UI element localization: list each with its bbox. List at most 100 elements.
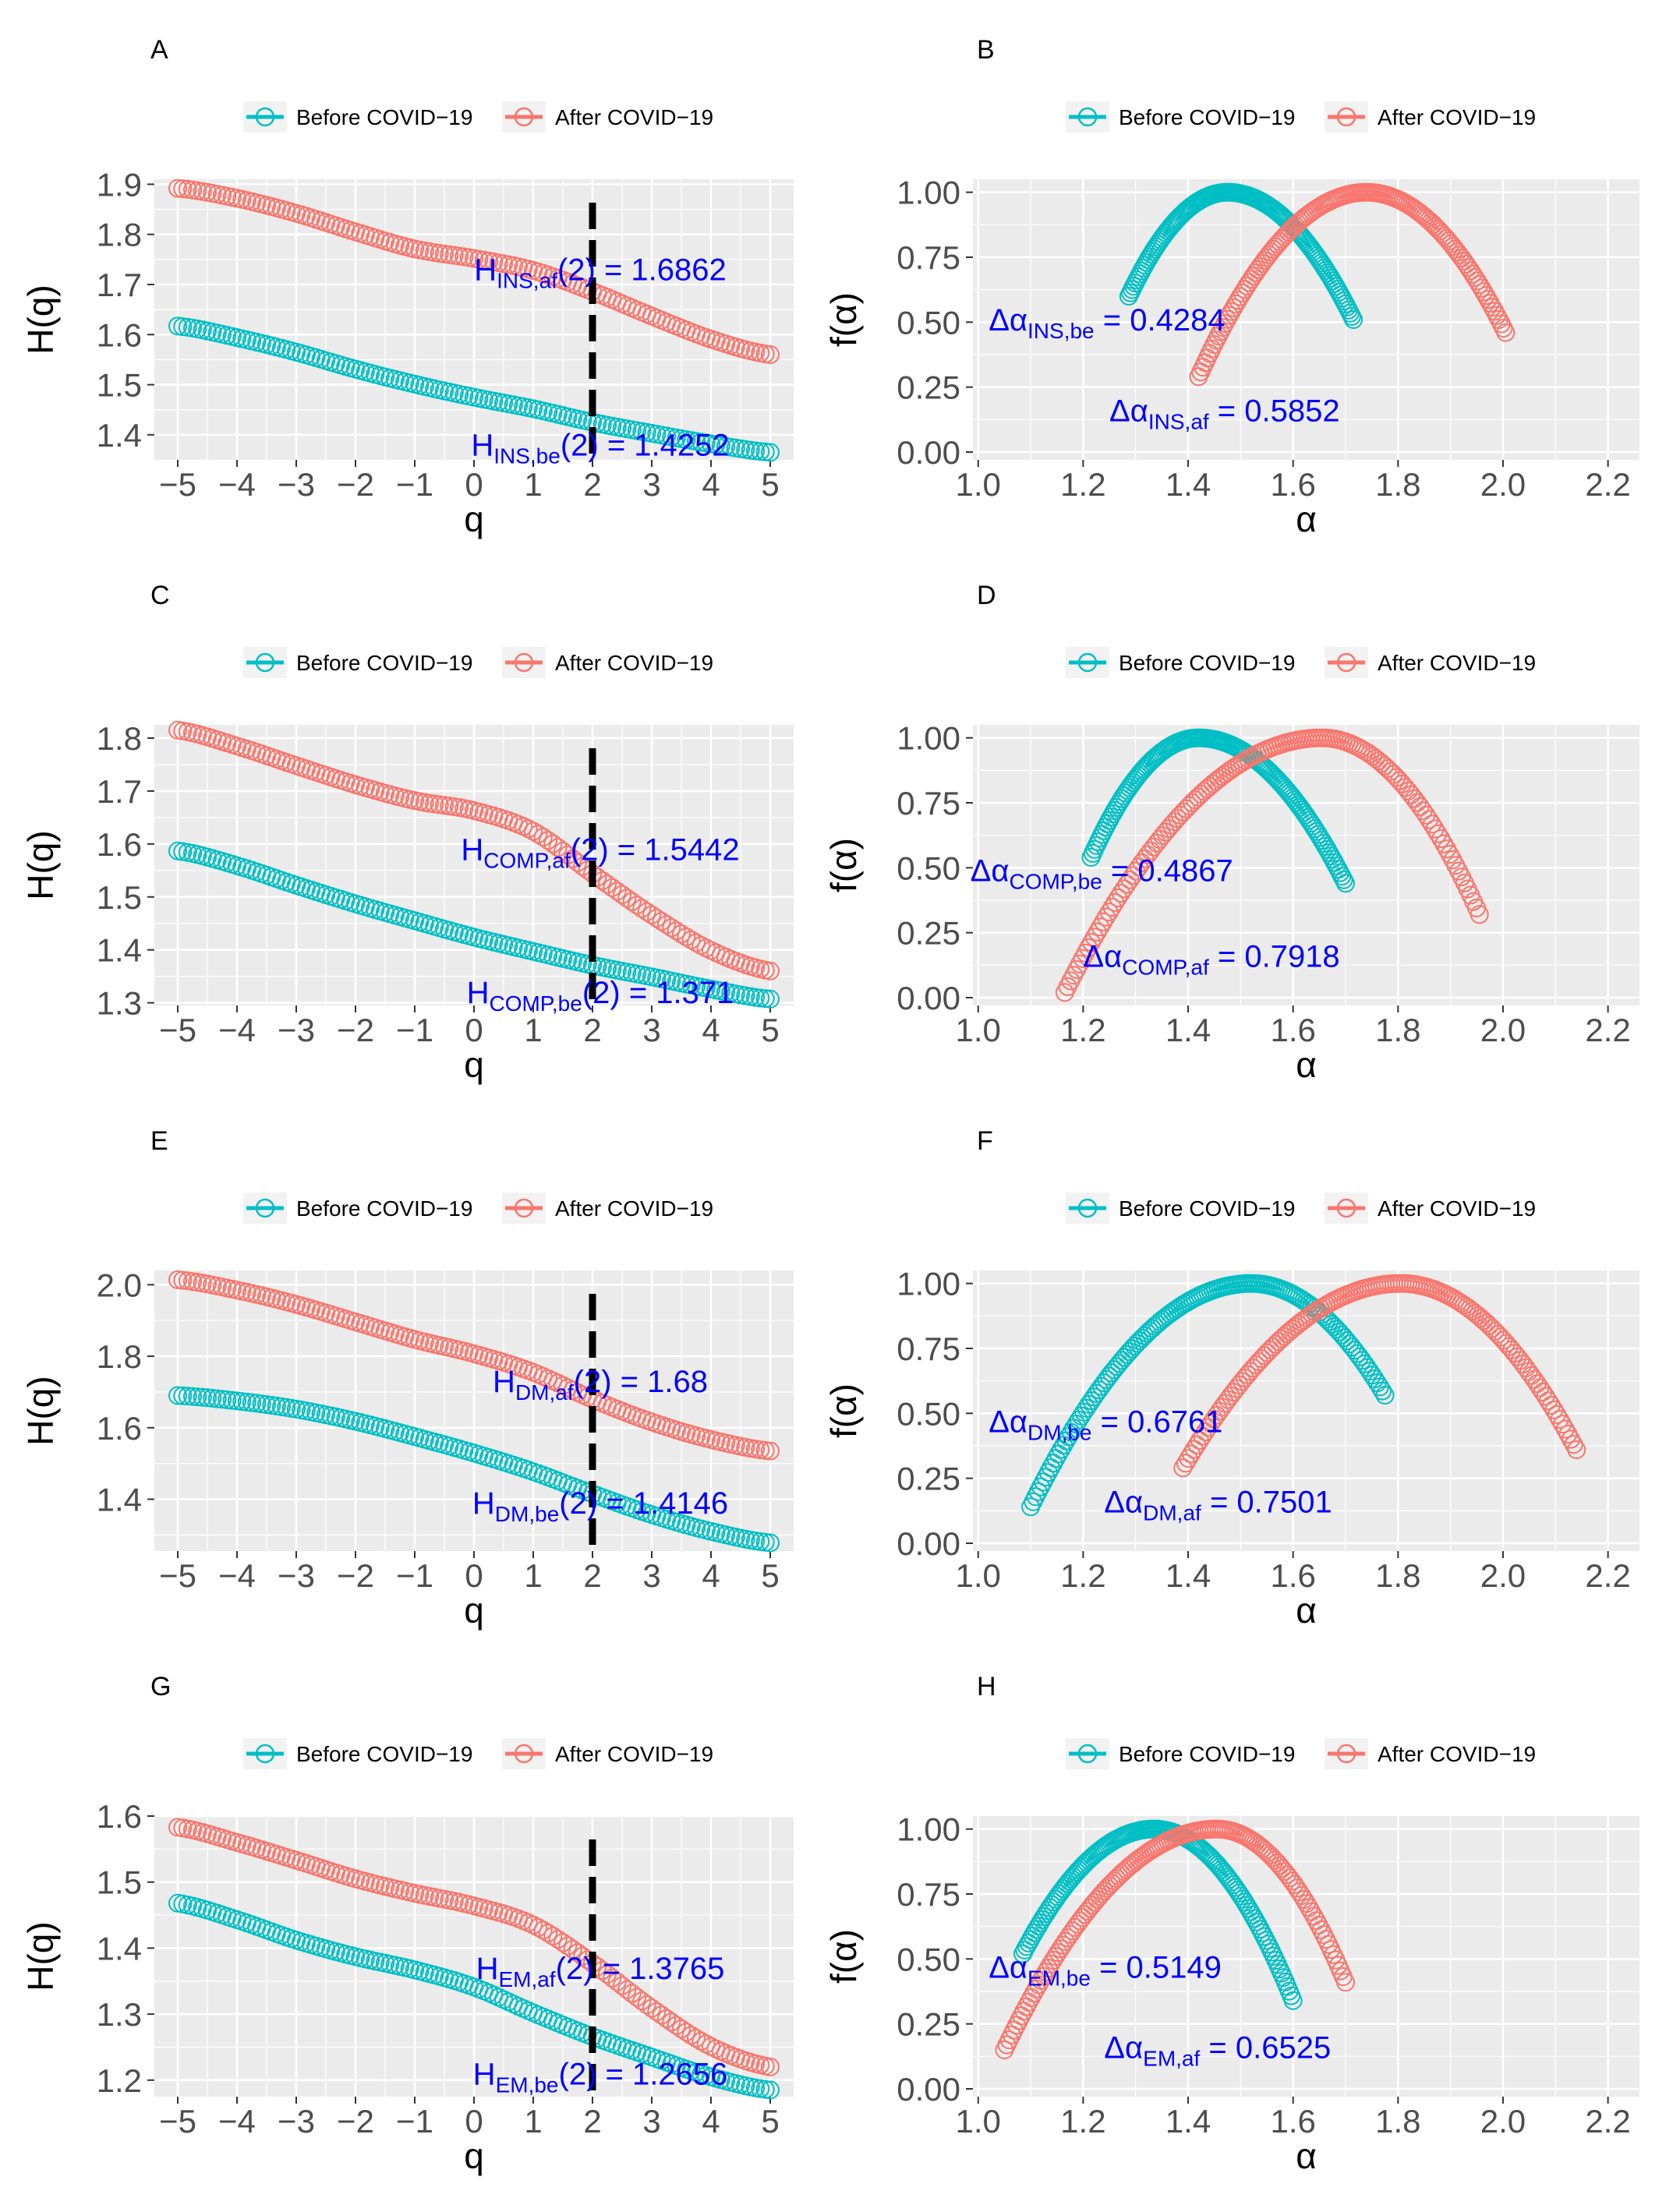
data-point [691, 2031, 711, 2051]
legend-marker [1336, 1198, 1356, 1218]
data-point [751, 442, 770, 461]
series-after [1173, 1274, 1586, 1478]
data-point [558, 845, 578, 864]
data-point [1258, 1843, 1277, 1863]
y-tick-label: 2.0 [97, 1267, 142, 1303]
series-after [168, 1818, 780, 2076]
x-tick-label: 1.8 [1375, 1012, 1420, 1048]
panel-label: B [977, 35, 995, 65]
legend: Before COVID−19 After COVID−19 [243, 1738, 713, 1769]
data-point [657, 2009, 676, 2028]
y-tick-label: 1.5 [97, 1864, 142, 1901]
x-axis-title: α [1296, 1590, 1317, 1631]
legend: Before COVID−19 After COVID−19 [1066, 1738, 1536, 1769]
data-point [1541, 1396, 1561, 1415]
data-point [558, 1936, 578, 1956]
annotation-1: ΔαINS,af = 0.5852 [1109, 394, 1340, 434]
y-tick-label: 1.6 [97, 316, 142, 353]
y-tick-label: 0.75 [897, 785, 960, 822]
data-point [637, 1995, 656, 2014]
data-point [603, 878, 622, 897]
legend: Before COVID−19 After COVID−19 [243, 1193, 713, 1224]
x-tick-label: 0 [465, 1557, 483, 1594]
legend-label: Before COVID−19 [296, 1196, 472, 1221]
y-tick-label: 1.2 [97, 2062, 142, 2099]
data-point [652, 912, 671, 931]
series-before [1021, 1274, 1395, 1517]
series-after [1055, 728, 1489, 1002]
y-tick-label: 1.00 [897, 175, 960, 211]
x-tick-label: 2.2 [1585, 466, 1630, 503]
data-point [1342, 1337, 1362, 1357]
data-point [173, 179, 193, 199]
data-point [622, 892, 642, 911]
x-axis-title: α [1296, 2136, 1317, 2176]
legend-after: After COVID−19 [1325, 1738, 1536, 1769]
x-tick-label: 2.0 [1480, 2103, 1526, 2140]
legend-marker [1077, 1198, 1098, 1218]
x-tick-label: 1.6 [1270, 1557, 1315, 1594]
x-tick-label: 5 [761, 1012, 779, 1048]
x-tick-label: 2 [583, 466, 601, 503]
y-tick-label: 1.00 [897, 1266, 960, 1302]
y-tick-label: 0.00 [897, 2071, 960, 2108]
y-tick-label: 1.00 [897, 1811, 960, 1848]
data-point [677, 2023, 696, 2042]
ticks: −5 −4 −3 −2 −1 0 1 2 3 4 5 1.2 1.3 1.4 1.5 1.6 [97, 1798, 780, 2140]
data-point [1334, 870, 1353, 889]
data-point [1031, 1477, 1050, 1496]
x-tick-label: −5 [159, 1557, 196, 1594]
data-point [1417, 805, 1436, 825]
x-tick-label: −3 [278, 2103, 315, 2140]
y-tick-label: 0.00 [897, 1525, 960, 1562]
data-point [1097, 1369, 1116, 1389]
data-point [533, 1920, 553, 1940]
x-axis-title: q [464, 1590, 484, 1631]
data-point [218, 1390, 237, 1409]
data-point [539, 1924, 557, 1943]
data-point [1347, 1344, 1367, 1363]
annotation-1: ΔαDM,af = 0.7501 [1104, 1486, 1332, 1525]
legend-label: After COVID−19 [1378, 651, 1536, 675]
data-point [168, 1386, 187, 1405]
series-before [168, 841, 780, 1009]
data-point [1494, 319, 1513, 337]
data-point [1179, 1449, 1198, 1468]
x-tick-label: −4 [218, 1557, 256, 1594]
data-point [1337, 1331, 1356, 1351]
legend-before: Before COVID−19 [1066, 101, 1295, 133]
data-point [1210, 1857, 1229, 1877]
x-axis-title: q [464, 2136, 484, 2176]
data-point [1123, 773, 1143, 792]
legend-after: After COVID−19 [1325, 647, 1536, 678]
data-point [548, 1930, 568, 1949]
annotation-0: ΔαDM,be = 0.6761 [989, 1405, 1222, 1444]
legend-before: Before COVID−19 [243, 1738, 472, 1769]
data-point [1282, 786, 1300, 805]
data-point [1456, 255, 1476, 274]
y-tick-label: 1.6 [97, 1410, 142, 1447]
data-point [617, 889, 637, 908]
data-point [1099, 903, 1119, 922]
data-point [178, 1387, 197, 1406]
data-point [1076, 943, 1095, 963]
x-tick-label: 0 [465, 466, 483, 503]
x-tick-label: −1 [396, 466, 433, 503]
y-tick-label: 1.4 [97, 932, 142, 969]
data-point [751, 1440, 770, 1460]
ticks: 1.0 1.2 1.4 1.6 1.8 2.0 2.2 0.00 0.25 0.50 0.75 1.0… [897, 1266, 1631, 1594]
data-point [1034, 1472, 1053, 1492]
annotation-1: HEM,be(2) = 1.2656 [473, 2057, 728, 2097]
ticks: −5 −4 −3 −2 −1 0 1 2 3 4 5 1.4 1.6 1.8 2.0 [97, 1267, 780, 1594]
data-point [524, 822, 543, 841]
panel-label: D [977, 581, 996, 610]
series-after [1189, 182, 1516, 387]
x-tick-label: 0 [465, 2103, 483, 2140]
data-point [617, 1980, 637, 1999]
data-point [1422, 814, 1441, 834]
data-point [1127, 1334, 1147, 1353]
data-point [1344, 310, 1364, 329]
x-tick-label: −2 [337, 1557, 374, 1594]
